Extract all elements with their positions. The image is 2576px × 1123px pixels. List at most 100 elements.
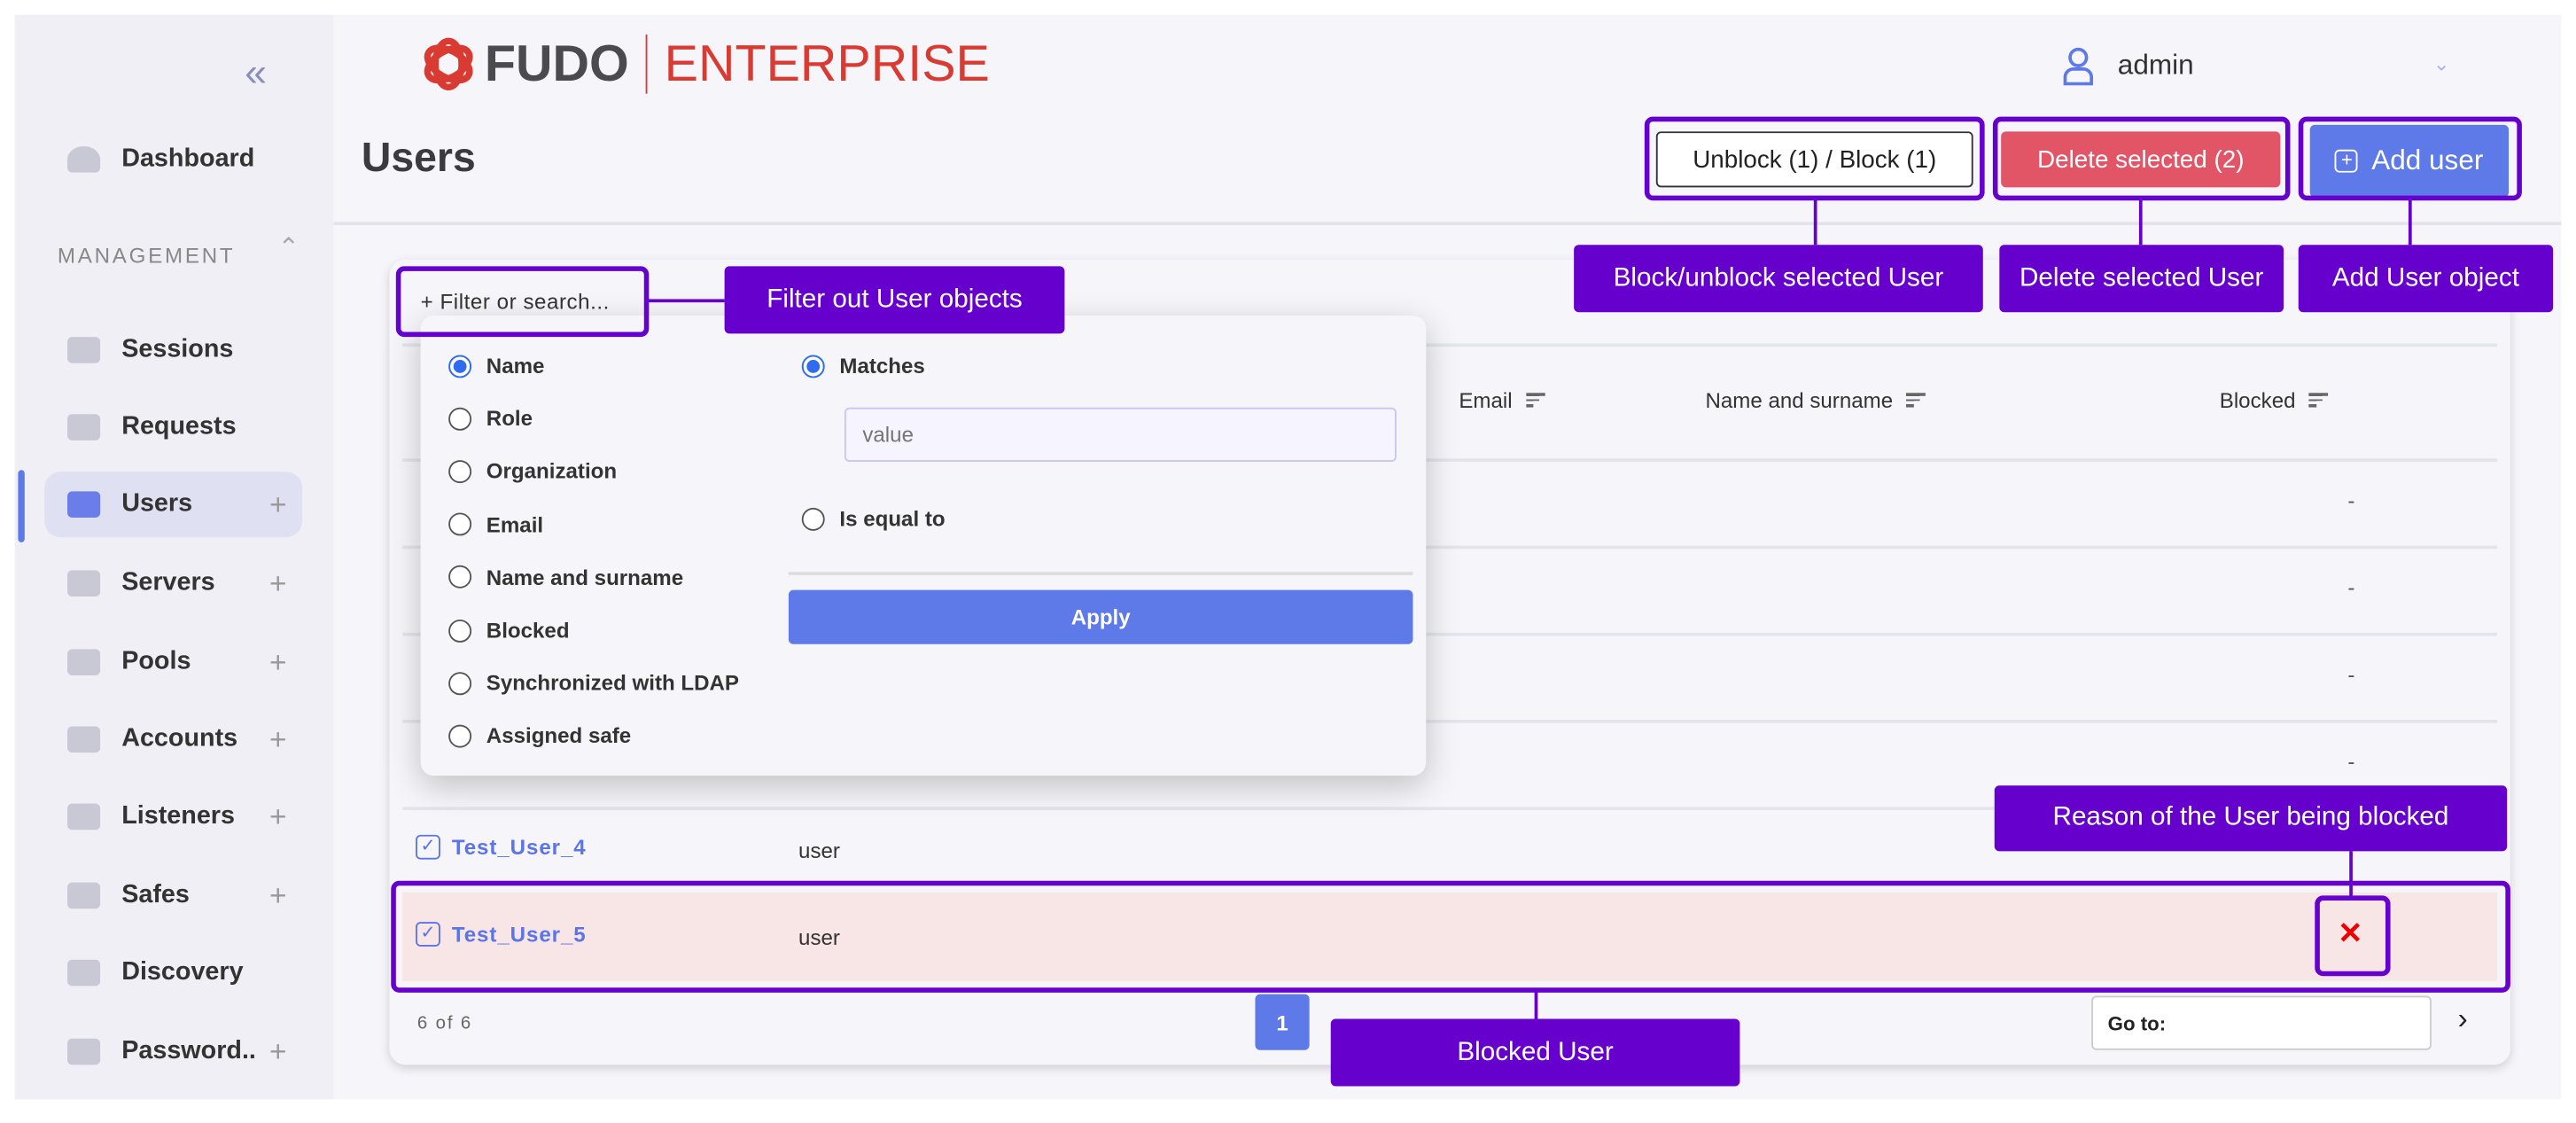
- popup-divider: [788, 572, 1413, 574]
- table-row: ✓ Test_User_4: [416, 834, 587, 860]
- add-user-label: Add user: [2371, 144, 2484, 176]
- sidebar-item-password[interactable]: Password.. +: [44, 1018, 302, 1084]
- sidebar-item-requests[interactable]: Requests: [44, 394, 302, 460]
- radio-label: Is equal to: [839, 506, 946, 531]
- sidebar-item-label: Pools: [121, 647, 191, 675]
- annotation-block: Block/unblock selected User: [1574, 245, 1983, 313]
- sidebar-item-label: Listeners: [121, 801, 235, 831]
- annotation-outline-block: [1644, 116, 1985, 201]
- radio-field-name[interactable]: Name: [448, 354, 544, 378]
- add-icon[interactable]: +: [269, 721, 287, 755]
- radio-icon: [448, 565, 472, 589]
- row-checkbox[interactable]: ✓: [416, 834, 440, 860]
- user-name-link[interactable]: Test_User_4: [451, 834, 587, 860]
- user-menu[interactable]: admin: [2062, 46, 2194, 86]
- blocked-cell: -: [2347, 749, 2355, 775]
- sidebar-item-safes[interactable]: Safes +: [44, 862, 302, 928]
- apply-button[interactable]: Apply: [788, 589, 1413, 644]
- annotation-outline-add: [2298, 116, 2522, 201]
- next-page-icon[interactable]: ›: [2457, 1002, 2468, 1036]
- pools-icon: [67, 649, 101, 675]
- column-header-blocked[interactable]: Blocked: [2220, 388, 2329, 412]
- add-icon[interactable]: +: [269, 565, 287, 599]
- sort-icon[interactable]: [1905, 393, 1926, 408]
- logo: FUDO ENTERPRISE: [419, 33, 990, 95]
- radio-field-role[interactable]: Role: [448, 406, 533, 431]
- column-header-name-and-surname[interactable]: Name and surname: [1705, 387, 1926, 413]
- sidebar-item-discovery[interactable]: Discovery: [44, 940, 302, 1005]
- sidebar-item-pools[interactable]: Pools +: [44, 629, 302, 695]
- add-icon[interactable]: +: [269, 877, 287, 912]
- servers-icon: [67, 570, 101, 597]
- chevron-up-icon[interactable]: ⌃: [277, 235, 300, 263]
- radio-icon: [448, 407, 472, 431]
- add-icon[interactable]: +: [269, 487, 287, 520]
- block-unblock-button[interactable]: Unblock (1) / Block (1): [1655, 131, 1973, 188]
- users-icon: [67, 491, 101, 519]
- logo-text: FUDO: [484, 34, 629, 92]
- delete-selected-button[interactable]: Delete selected (2): [2001, 131, 2281, 188]
- filter-value-input[interactable]: [844, 407, 1397, 462]
- sessions-icon: [67, 337, 101, 363]
- safes-icon: [67, 882, 101, 909]
- add-icon[interactable]: +: [269, 1034, 287, 1068]
- row-checkbox[interactable]: ✓: [416, 922, 440, 947]
- filter-popup: [420, 315, 1427, 776]
- annotation-connector: [2349, 851, 2353, 898]
- radio-icon: [448, 619, 472, 642]
- radio-field-organization[interactable]: Organization: [448, 459, 617, 484]
- radio-field-blocked[interactable]: Blocked: [448, 618, 570, 643]
- radio-label: Email: [486, 511, 544, 537]
- radio-label: Role: [486, 406, 533, 432]
- radio-icon: [448, 512, 472, 536]
- annotation-outline-blocked-row: [391, 880, 2510, 993]
- add-user-button[interactable]: + Add user: [2309, 124, 2510, 198]
- sidebar-item-label: Users: [121, 489, 193, 519]
- sidebar-item-dashboard[interactable]: Dashboard: [44, 127, 302, 192]
- sidebar-item-servers[interactable]: Servers +: [44, 550, 302, 616]
- sidebar-item-label: Sessions: [121, 335, 234, 363]
- sort-icon[interactable]: [1525, 393, 1545, 408]
- radio-field-email[interactable]: Email: [448, 512, 543, 537]
- sort-icon[interactable]: [2308, 393, 2329, 408]
- radio-is-equal-to[interactable]: Is equal to: [801, 506, 946, 531]
- sidebar-item-listeners[interactable]: Listeners +: [44, 784, 302, 849]
- annotation-connector: [2408, 199, 2412, 246]
- page-button-1[interactable]: 1: [1255, 994, 1310, 1050]
- collapse-sidebar-icon[interactable]: «: [245, 51, 268, 96]
- radio-field-name-and-surname[interactable]: Name and surname: [448, 565, 683, 589]
- goto-page-input[interactable]: Go to:: [2091, 995, 2432, 1050]
- filter-search-input[interactable]: + Filter or search...: [420, 289, 610, 315]
- sidebar-item-sessions[interactable]: Sessions: [44, 317, 302, 383]
- row-divider: [402, 720, 2498, 723]
- sidebar-item-label: Accounts: [121, 724, 238, 753]
- sidebar-item-accounts[interactable]: Accounts +: [44, 706, 302, 772]
- row-divider: [402, 458, 2498, 462]
- user-name-link[interactable]: Test_User_5: [451, 922, 587, 947]
- plus-square-icon: +: [2335, 150, 2359, 173]
- user-icon: [2063, 47, 2093, 86]
- radio-field-assigned-safe[interactable]: Assigned safe: [448, 723, 631, 748]
- radio-field-synchronized-with-ldap[interactable]: Synchronized with LDAP: [448, 671, 739, 696]
- blocked-cell: -: [2347, 574, 2355, 600]
- radio-matches[interactable]: Matches: [801, 354, 925, 378]
- annotation-connector: [1534, 990, 1538, 1021]
- radio-icon: [448, 459, 472, 483]
- row-divider: [402, 545, 2498, 550]
- requests-icon: [67, 414, 101, 441]
- add-icon[interactable]: +: [269, 799, 287, 833]
- annotation-outline-reason: [2315, 895, 2391, 977]
- row-divider: [402, 632, 2498, 636]
- annotation-outline-delete: [1992, 116, 2291, 201]
- sidebar-item-label: Dashboard: [121, 144, 255, 173]
- radio-label: Name and surname: [486, 565, 684, 590]
- chevron-down-icon[interactable]: ⌄: [2432, 52, 2450, 76]
- blocked-x-icon[interactable]: ✕: [2338, 916, 2363, 950]
- column-label: Name and surname: [1705, 387, 1894, 413]
- section-label-management: MANAGEMENT: [57, 243, 236, 269]
- column-header-email[interactable]: Email: [1459, 388, 1545, 412]
- listeners-icon: [67, 803, 101, 831]
- sidebar-item-label: Servers: [121, 568, 215, 597]
- sidebar-item-users[interactable]: Users +: [44, 472, 303, 538]
- add-icon[interactable]: +: [269, 644, 287, 678]
